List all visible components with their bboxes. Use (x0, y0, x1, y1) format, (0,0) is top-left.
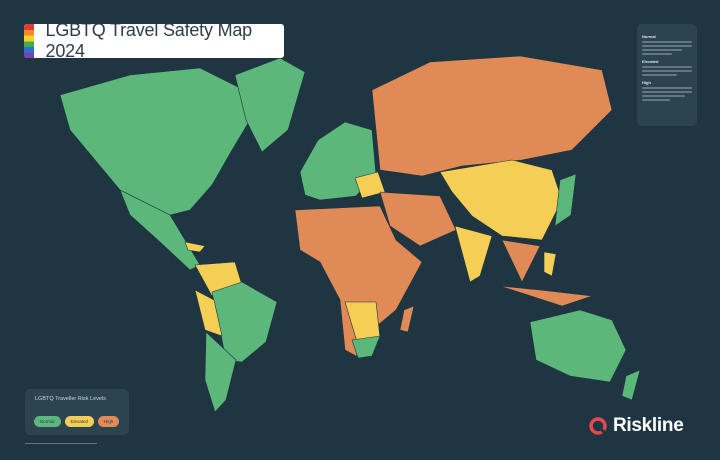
region-eastern-europe (354, 171, 386, 199)
region-andes (194, 289, 223, 337)
region-greenland (234, 57, 306, 153)
region-southeast-asia (501, 239, 541, 283)
title-banner: LGBTQ Travel Safety Map 2024 (24, 24, 284, 58)
region-mexico-central-america (119, 189, 201, 271)
rainbow-flag-icon (24, 24, 34, 58)
brand-name: Riskline (613, 415, 684, 436)
divider (25, 443, 97, 444)
legend: LGBTQ Traveller Risk Levels Normal Eleva… (25, 389, 129, 435)
riskline-logo: Riskline (588, 415, 684, 437)
info-heading-elevated: Elevated (642, 59, 659, 64)
region-south-africa (351, 335, 381, 359)
region-southern-cone (204, 331, 237, 413)
region-indonesia (499, 285, 593, 307)
info-heading-high: High (642, 80, 651, 85)
region-middle-east (379, 191, 457, 247)
legend-title: LGBTQ Traveller Risk Levels (35, 396, 106, 402)
legend-normal: Normal (34, 416, 61, 427)
region-north-america (59, 67, 251, 216)
legend-elevated: Elevated (64, 416, 95, 427)
region-australia (529, 309, 627, 383)
info-heading-normal: Normal (642, 34, 656, 39)
legend-high: High (98, 416, 120, 427)
region-caribbean (184, 241, 206, 253)
region-madagascar (399, 305, 415, 333)
risk-info-panel: Normal Elevated High (637, 24, 697, 126)
region-japan (554, 173, 577, 227)
map-title: LGBTQ Travel Safety Map 2024 (45, 24, 253, 58)
region-new-zealand (621, 369, 641, 401)
region-philippines (543, 251, 557, 277)
riskline-logo-icon (589, 417, 608, 436)
region-india (454, 225, 493, 283)
region-central-east-asia (439, 159, 563, 241)
region-russia (371, 55, 613, 177)
